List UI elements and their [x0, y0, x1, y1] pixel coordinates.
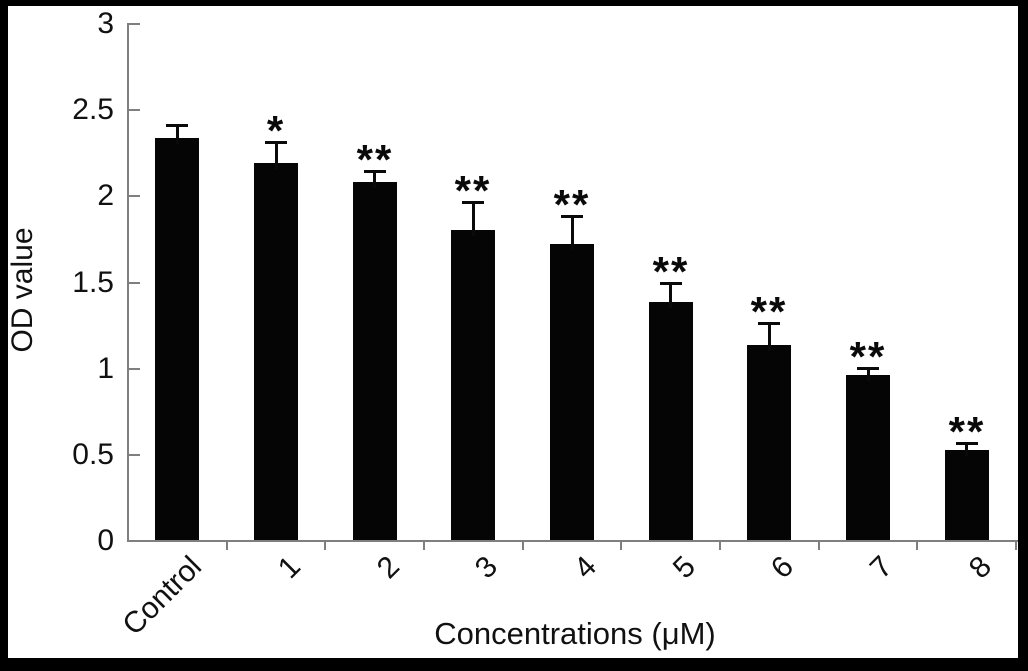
bar — [649, 302, 693, 540]
significance-marker: ** — [849, 333, 887, 380]
error-bar — [275, 142, 278, 169]
significance-marker: * — [266, 107, 286, 154]
significance-marker: ** — [750, 288, 788, 335]
error-bar-cap — [561, 215, 583, 218]
error-bar-cap — [364, 170, 386, 173]
error-bar — [472, 202, 475, 236]
error-bar-cap — [956, 442, 978, 445]
error-bar-cap — [166, 124, 188, 127]
y-axis-line — [127, 23, 129, 542]
y-axis-title: OD value — [6, 227, 39, 353]
error-bar — [669, 283, 672, 308]
error-bar-cap — [857, 367, 879, 370]
bar — [451, 230, 495, 540]
x-tick — [423, 542, 425, 550]
x-category-label: 8 — [963, 550, 999, 586]
bar — [353, 182, 397, 540]
y-tick — [129, 195, 140, 197]
bar — [747, 345, 791, 540]
bar — [945, 450, 989, 540]
bar — [254, 163, 298, 540]
y-tick-label: 0.5 — [72, 438, 114, 471]
error-bar — [176, 125, 179, 144]
significance-marker: ** — [652, 248, 690, 295]
bar — [550, 244, 594, 540]
significance-marker: ** — [454, 167, 492, 214]
y-tick — [129, 109, 140, 111]
x-tick — [916, 542, 918, 550]
x-axis-title: Concentrations (μM) — [434, 616, 716, 651]
x-category-label: 3 — [469, 550, 505, 586]
error-bar — [373, 171, 376, 188]
x-category-label: 6 — [765, 550, 801, 586]
significance-marker: ** — [553, 181, 591, 228]
y-tick — [129, 282, 140, 284]
y-tick-label: 1.5 — [72, 266, 114, 299]
y-tick-label: 2.5 — [72, 93, 114, 126]
error-bar — [965, 443, 968, 456]
error-bar-cap — [462, 201, 484, 204]
bar — [155, 138, 199, 540]
error-bar — [571, 216, 574, 250]
error-bar — [867, 368, 870, 381]
x-category-label: 4 — [568, 550, 604, 586]
x-tick — [620, 542, 622, 550]
y-tick — [129, 540, 140, 542]
y-tick-label: 2 — [97, 179, 114, 212]
error-bar-cap — [265, 141, 287, 144]
x-tick — [818, 542, 820, 550]
x-tick — [226, 542, 228, 550]
error-bar — [768, 323, 771, 351]
x-axis-line — [127, 540, 1018, 542]
x-category-label: 7 — [864, 550, 900, 586]
y-tick — [129, 368, 140, 370]
x-tick — [1015, 542, 1017, 550]
y-tick-label: 1 — [97, 352, 114, 385]
x-category-label: 5 — [667, 550, 703, 586]
x-category-label: 1 — [272, 550, 308, 586]
significance-marker: ** — [356, 136, 394, 183]
significance-marker: ** — [948, 408, 986, 455]
error-bar-cap — [660, 282, 682, 285]
y-tick-label: 3 — [97, 7, 114, 40]
x-tick — [324, 542, 326, 550]
y-tick-label: 0 — [97, 524, 114, 557]
y-tick — [129, 23, 140, 25]
x-tick — [719, 542, 721, 550]
x-category-label: 2 — [371, 550, 407, 586]
y-tick — [129, 454, 140, 456]
x-tick — [522, 542, 524, 550]
bar — [846, 375, 890, 540]
error-bar-cap — [758, 322, 780, 325]
